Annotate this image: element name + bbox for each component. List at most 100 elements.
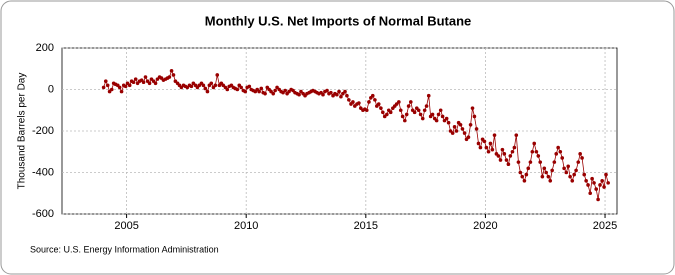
data-point (119, 89, 124, 94)
data-point (380, 110, 385, 115)
data-point (239, 85, 243, 90)
data-point (486, 149, 491, 154)
data-point (335, 92, 339, 97)
data-point (530, 149, 535, 154)
data-point (117, 85, 122, 90)
data-point (462, 131, 467, 135)
data-point (512, 145, 517, 150)
data-point (516, 160, 521, 164)
data-point (243, 89, 248, 94)
y-axis-label: Thousand Barrels per Day (17, 73, 28, 190)
data-point (492, 133, 497, 137)
data-point (201, 83, 206, 88)
data-point (416, 108, 421, 113)
data-point (510, 149, 515, 154)
data-point (496, 154, 501, 158)
data-point (351, 100, 355, 104)
x-tick-label: 2005 (114, 220, 138, 232)
data-point (584, 179, 588, 183)
data-point (528, 160, 533, 164)
data-point (430, 112, 435, 117)
x-tick-label: 2025 (593, 220, 617, 232)
data-point (484, 145, 489, 150)
data-point (213, 83, 218, 88)
data-point (588, 191, 593, 196)
data-point (153, 81, 158, 86)
data-point (526, 166, 531, 171)
data-point (167, 75, 172, 79)
data-point (364, 108, 369, 113)
data-point (544, 170, 548, 175)
data-point (283, 88, 287, 93)
data-point (273, 88, 277, 93)
data-point (566, 164, 570, 169)
data-point (379, 106, 383, 110)
data-point (345, 93, 349, 98)
x-tick-label: 2020 (473, 220, 497, 232)
data-point (147, 81, 152, 86)
data-point (568, 174, 572, 179)
data-point (169, 69, 174, 73)
data-point (522, 179, 527, 183)
data-point (598, 183, 602, 187)
data-point (520, 174, 525, 179)
data-point (329, 90, 333, 95)
plot-area: -600 -400 -200 0 200 2005 2010 2015 2020 2025 (32, 42, 618, 232)
data-point (502, 152, 507, 156)
data-point (404, 112, 409, 117)
data-point (347, 98, 351, 102)
data-point (247, 84, 252, 89)
data-point (574, 168, 578, 173)
data-point (582, 172, 587, 177)
data-point (370, 93, 375, 98)
data-point (446, 120, 451, 125)
data-point (418, 112, 423, 117)
data-point (490, 147, 495, 152)
data-point (373, 98, 377, 102)
data-point (518, 170, 523, 175)
data-point (500, 147, 505, 152)
data-point (103, 79, 108, 83)
data-point (606, 181, 610, 185)
data-point (422, 108, 427, 113)
data-point (548, 179, 553, 183)
y-tick-label: -600 (32, 208, 54, 220)
data-point (532, 141, 537, 146)
data-point (123, 84, 128, 89)
data-point (590, 176, 594, 181)
data-point (580, 156, 584, 160)
data-point (458, 122, 463, 127)
data-point (225, 87, 230, 92)
data-point (578, 152, 582, 156)
data-point (592, 181, 596, 185)
data-point (438, 108, 443, 113)
data-point (367, 100, 371, 104)
y-tick-label: -400 (32, 166, 54, 178)
data-point (412, 110, 417, 115)
data-point (403, 118, 407, 123)
data-point (101, 85, 106, 90)
data-point (388, 110, 393, 115)
data-point (259, 86, 264, 91)
data-point (454, 129, 459, 133)
data-point (263, 91, 267, 96)
data-point (105, 83, 110, 88)
data-point (398, 108, 403, 113)
data-point (470, 106, 475, 110)
data-point (215, 73, 220, 77)
data-point (189, 84, 194, 89)
x-tick-label: 2010 (234, 220, 258, 232)
data-point (452, 125, 457, 129)
data-point (450, 131, 455, 135)
x-tick-label: 2015 (354, 220, 378, 232)
data-point (171, 73, 176, 77)
data-point (594, 187, 598, 191)
data-point (257, 89, 261, 94)
data-point (554, 152, 559, 156)
data-point (540, 174, 545, 179)
data-point (498, 158, 503, 162)
y-tick-label: 0 (48, 83, 54, 95)
data-point (424, 104, 429, 108)
data-point (297, 92, 301, 97)
